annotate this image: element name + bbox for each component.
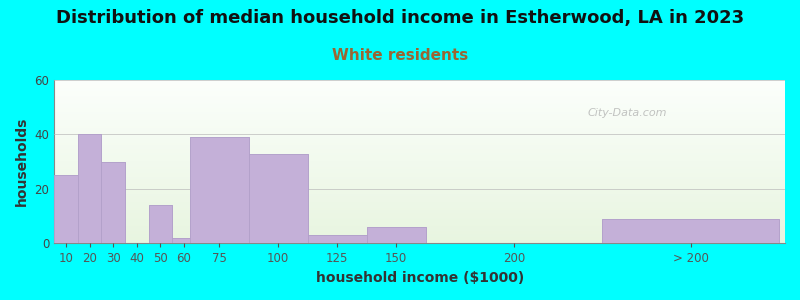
Bar (249, 154, 308, 243)
X-axis label: household income ($1000): household income ($1000) (315, 271, 524, 285)
Bar (172, 238, 190, 243)
Bar (78, 134, 102, 243)
Y-axis label: households: households (15, 117, 29, 206)
Bar (602, 219, 779, 243)
Bar (149, 205, 172, 243)
Bar (78, 134, 102, 243)
Bar (366, 227, 426, 243)
Bar (172, 238, 190, 243)
Bar (102, 162, 125, 243)
Bar (190, 137, 249, 243)
Bar (366, 227, 426, 243)
Bar (54, 175, 78, 243)
Bar (249, 154, 308, 243)
Text: White residents: White residents (332, 48, 468, 63)
Text: Distribution of median household income in Estherwood, LA in 2023: Distribution of median household income … (56, 9, 744, 27)
Bar (602, 219, 779, 243)
Bar (190, 137, 249, 243)
Bar (54, 175, 78, 243)
Bar (308, 235, 366, 243)
Bar (102, 162, 125, 243)
Bar (308, 235, 366, 243)
Text: City-Data.com: City-Data.com (588, 108, 667, 118)
Bar (149, 205, 172, 243)
